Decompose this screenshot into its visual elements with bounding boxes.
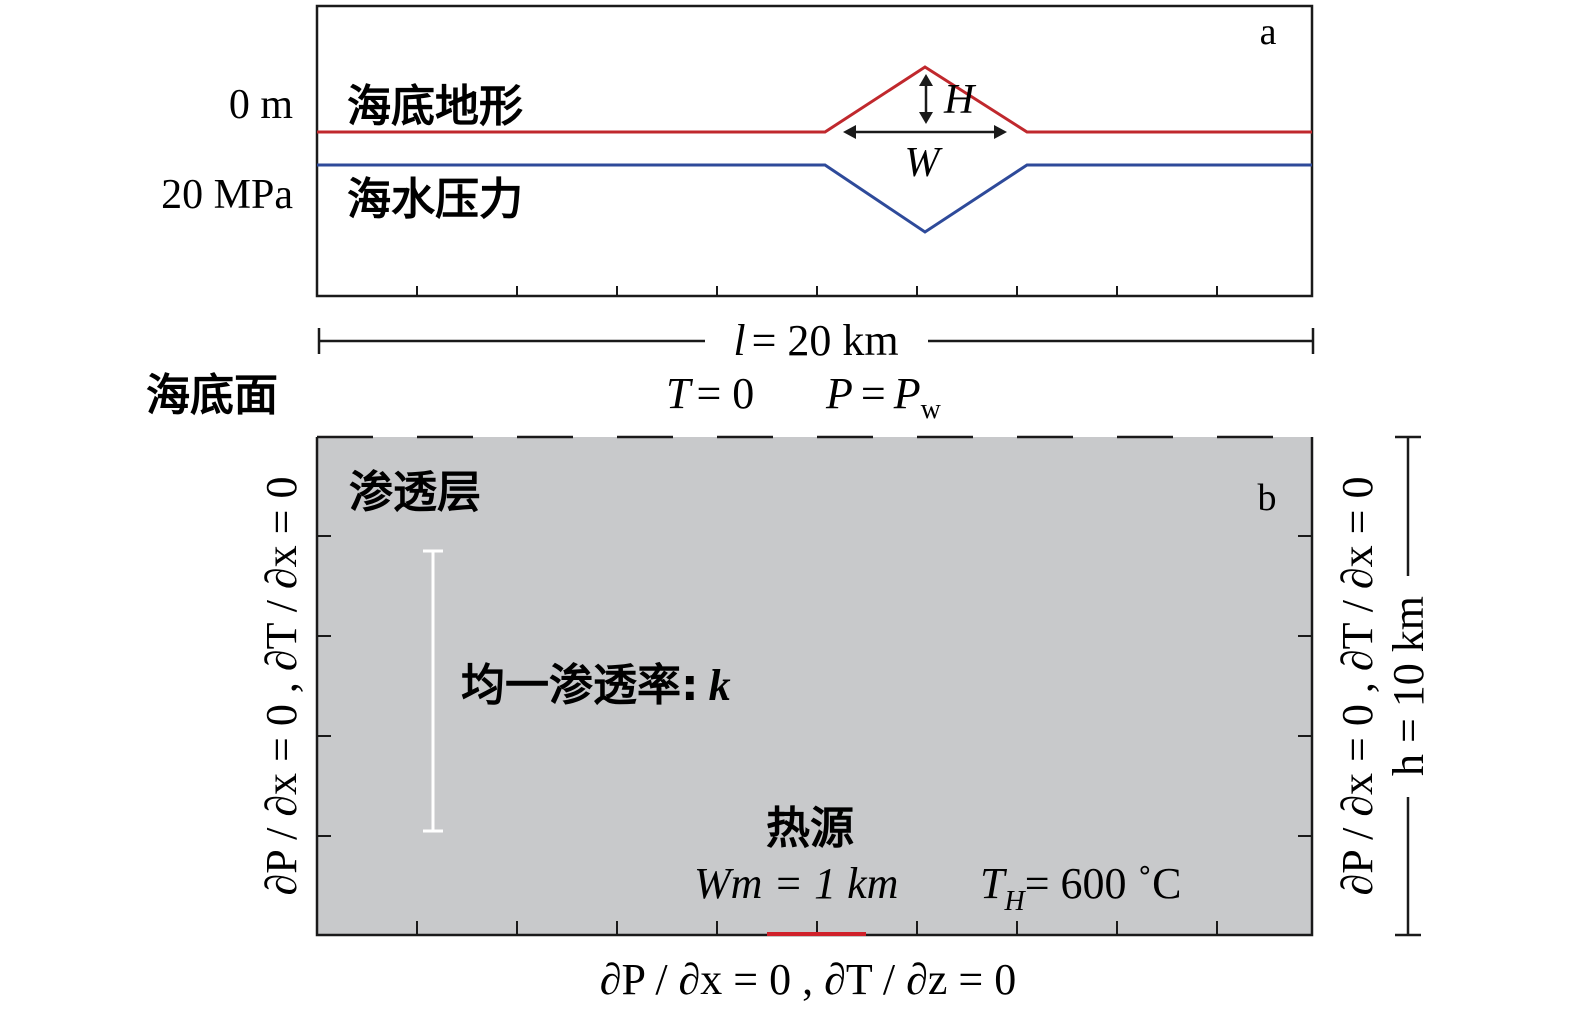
panel-a-frame [315, 4, 1314, 298]
seafloor-temperature-bc: T = 0 [666, 369, 754, 418]
panel-b-letter: b [1258, 477, 1277, 519]
panel-b-bottom-ticks [416, 921, 1218, 935]
permeable-layer-box [317, 437, 1312, 935]
panel-a-bottom-ticks [416, 286, 1218, 296]
topography-label: 海底地形 [347, 81, 523, 132]
length-value: = 20 km [752, 316, 899, 365]
heat-source-width: Wm = 1 km [694, 859, 898, 908]
th-value: = 600 ˚C [1025, 859, 1182, 908]
seawater-pressure-line [317, 163, 1312, 234]
th-subscript: H [1003, 886, 1026, 917]
depth-label: h = 10 km [1384, 596, 1433, 776]
seafloor-pressure-bc: P = Pw [825, 369, 942, 425]
panel-a: a 0 m 20 MPa 海底地形 海水压力 H W [161, 4, 1314, 298]
pressure-label: 海水压力 [347, 174, 523, 225]
pressure-symbol: P [825, 369, 853, 418]
height-arrow [919, 74, 933, 124]
width-symbol: W [905, 140, 944, 186]
panel-b: b 渗透层 均一渗透率: k 热源 Wm = 1 km TH= 600 ˚C [315, 435, 1314, 937]
depth-zero-label: 0 m [229, 82, 294, 128]
th-symbol: T [980, 859, 1008, 908]
length-label: l = 20 km [733, 316, 898, 365]
length-symbol: l [733, 316, 745, 365]
pressure-eq: = [861, 369, 886, 418]
panel-b-left-ticks [317, 535, 331, 837]
seafloor-topography-line [317, 65, 1312, 134]
width-arrow [843, 125, 1007, 139]
seafloor-label: 海底面 [146, 370, 278, 421]
length-bar [317, 328, 1315, 354]
permeability-text: 均一渗透率: [461, 660, 699, 711]
depth-bar [1395, 435, 1421, 937]
permeability-label: 均一渗透率: k [461, 660, 731, 711]
left-boundary-condition: ∂P / ∂x = 0 , ∂T / ∂x = 0 [257, 477, 306, 896]
height-symbol: H [943, 77, 977, 123]
panel-a-letter: a [1260, 11, 1277, 53]
heat-source-label: 热源 [766, 803, 854, 854]
temp-value: = 0 [696, 369, 754, 418]
pressure-value: P [893, 369, 921, 418]
pressure-value-label: 20 MPa [161, 172, 293, 218]
bottom-boundary-condition: ∂P / ∂x = 0 , ∂T / ∂z = 0 [600, 955, 1017, 1004]
temp-symbol: T [666, 369, 694, 418]
panel-b-right-ticks [1298, 535, 1312, 837]
permeability-symbol: k [709, 661, 731, 710]
pressure-subscript: w [921, 394, 942, 425]
right-boundary-condition: ∂P / ∂x = 0 , ∂T / ∂x = 0 [1333, 477, 1382, 896]
permeable-layer-label: 渗透层 [349, 467, 481, 518]
heat-source-temperature: TH= 600 ˚C [980, 859, 1182, 917]
white-scale-bar [423, 549, 443, 833]
